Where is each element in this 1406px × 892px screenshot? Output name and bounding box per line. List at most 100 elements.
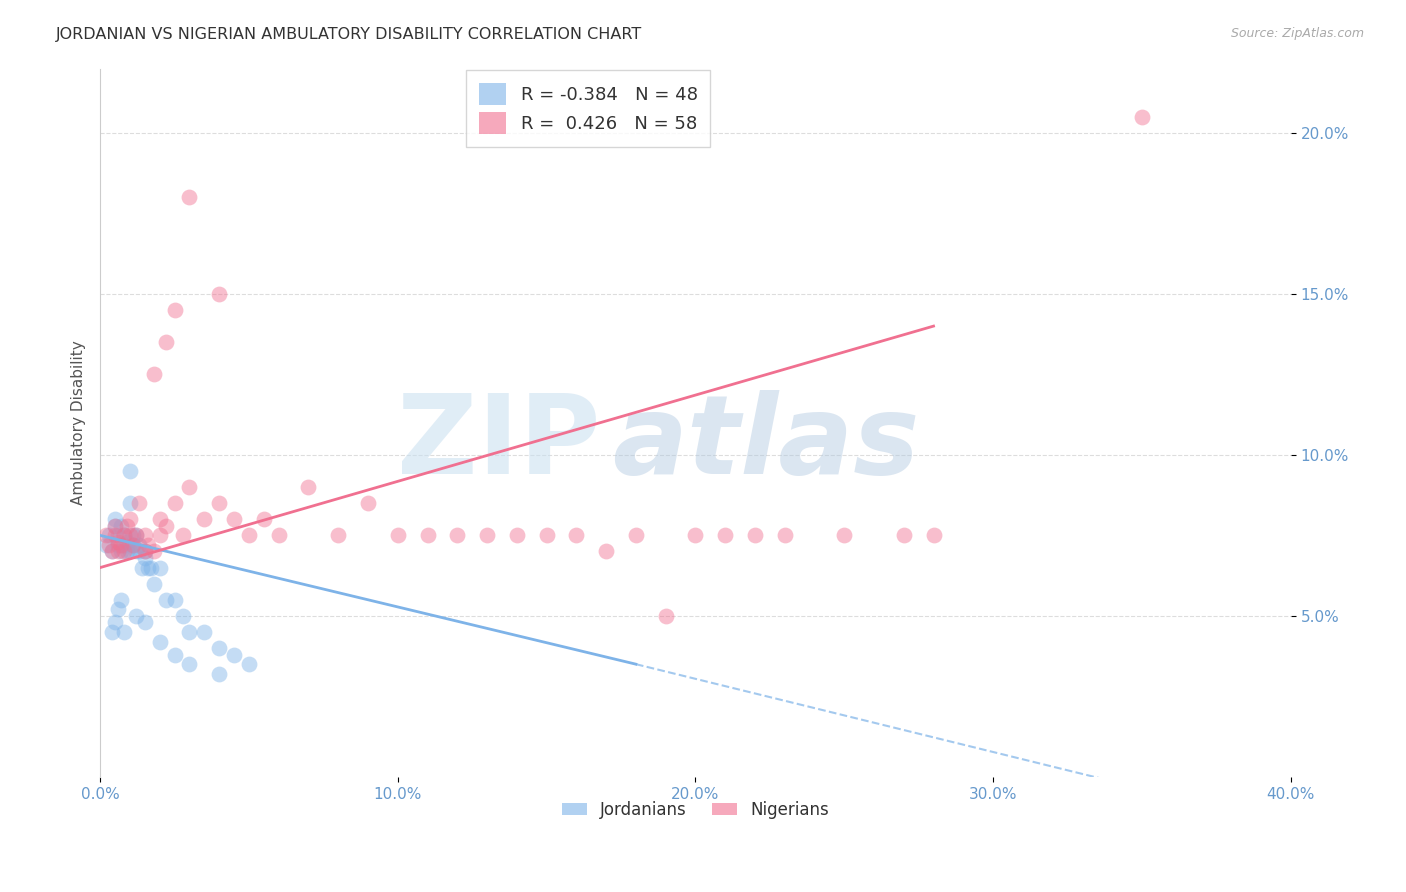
Point: [110, 544, 132, 558]
Legend: Jordanians, Nigerians: Jordanians, Nigerians: [555, 794, 835, 825]
Point: [134, 550, 156, 565]
Point: [149, 634, 172, 648]
Point: [104, 518, 127, 533]
Point: [297, 480, 319, 494]
Text: ZIP: ZIP: [396, 391, 600, 498]
Point: [112, 624, 135, 639]
Point: [107, 538, 129, 552]
Point: [238, 657, 260, 672]
Text: Source: ZipAtlas.com: Source: ZipAtlas.com: [1230, 27, 1364, 40]
Point: [136, 538, 159, 552]
Point: [149, 512, 172, 526]
Point: [208, 286, 231, 301]
Y-axis label: Ambulatory Disability: Ambulatory Disability: [72, 341, 86, 505]
Point: [179, 624, 201, 639]
Point: [110, 538, 132, 552]
Point: [172, 528, 194, 542]
Point: [832, 528, 855, 542]
Point: [115, 534, 138, 549]
Point: [115, 518, 138, 533]
Point: [193, 624, 215, 639]
Point: [179, 480, 201, 494]
Point: [475, 528, 498, 542]
Point: [387, 528, 409, 542]
Point: [624, 528, 647, 542]
Point: [101, 544, 124, 558]
Point: [685, 528, 707, 542]
Point: [122, 538, 145, 552]
Point: [107, 534, 129, 549]
Point: [139, 560, 162, 574]
Point: [222, 512, 245, 526]
Point: [104, 615, 127, 630]
Point: [107, 602, 129, 616]
Point: [128, 538, 150, 552]
Point: [125, 528, 148, 542]
Text: atlas: atlas: [612, 391, 920, 498]
Point: [714, 528, 737, 542]
Point: [654, 608, 676, 623]
Point: [136, 560, 159, 574]
Point: [172, 608, 194, 623]
Point: [134, 544, 156, 558]
Point: [134, 544, 156, 558]
Point: [115, 544, 138, 558]
Point: [128, 496, 150, 510]
Point: [179, 190, 201, 204]
Point: [253, 512, 276, 526]
Point: [149, 528, 172, 542]
Point: [98, 538, 121, 552]
Point: [536, 528, 558, 542]
Point: [142, 576, 165, 591]
Point: [107, 544, 129, 558]
Point: [142, 544, 165, 558]
Point: [328, 528, 350, 542]
Point: [112, 528, 135, 542]
Point: [744, 528, 766, 542]
Point: [222, 648, 245, 662]
Point: [122, 528, 145, 542]
Point: [155, 518, 177, 533]
Point: [104, 512, 127, 526]
Point: [773, 528, 796, 542]
Point: [134, 528, 156, 542]
Point: [112, 528, 135, 542]
Point: [155, 592, 177, 607]
Point: [118, 464, 141, 478]
Point: [104, 518, 127, 533]
Point: [94, 528, 117, 542]
Point: [163, 496, 186, 510]
Point: [208, 641, 231, 656]
Point: [104, 528, 127, 542]
Point: [118, 512, 141, 526]
Point: [922, 528, 945, 542]
Point: [98, 528, 121, 542]
Point: [112, 538, 135, 552]
Point: [125, 544, 148, 558]
Point: [118, 496, 141, 510]
Point: [595, 544, 617, 558]
Text: JORDANIAN VS NIGERIAN AMBULATORY DISABILITY CORRELATION CHART: JORDANIAN VS NIGERIAN AMBULATORY DISABIL…: [56, 27, 643, 42]
Point: [193, 512, 215, 526]
Point: [122, 538, 145, 552]
Point: [565, 528, 588, 542]
Point: [125, 528, 148, 542]
Point: [112, 544, 135, 558]
Point: [238, 528, 260, 542]
Point: [506, 528, 529, 542]
Point: [118, 528, 141, 542]
Point: [149, 560, 172, 574]
Point: [110, 592, 132, 607]
Point: [107, 528, 129, 542]
Point: [163, 648, 186, 662]
Point: [179, 657, 201, 672]
Point: [125, 608, 148, 623]
Point: [118, 544, 141, 558]
Point: [163, 303, 186, 318]
Point: [446, 528, 468, 542]
Point: [142, 368, 165, 382]
Point: [155, 335, 177, 350]
Point: [131, 560, 153, 574]
Point: [94, 538, 117, 552]
Point: [357, 496, 380, 510]
